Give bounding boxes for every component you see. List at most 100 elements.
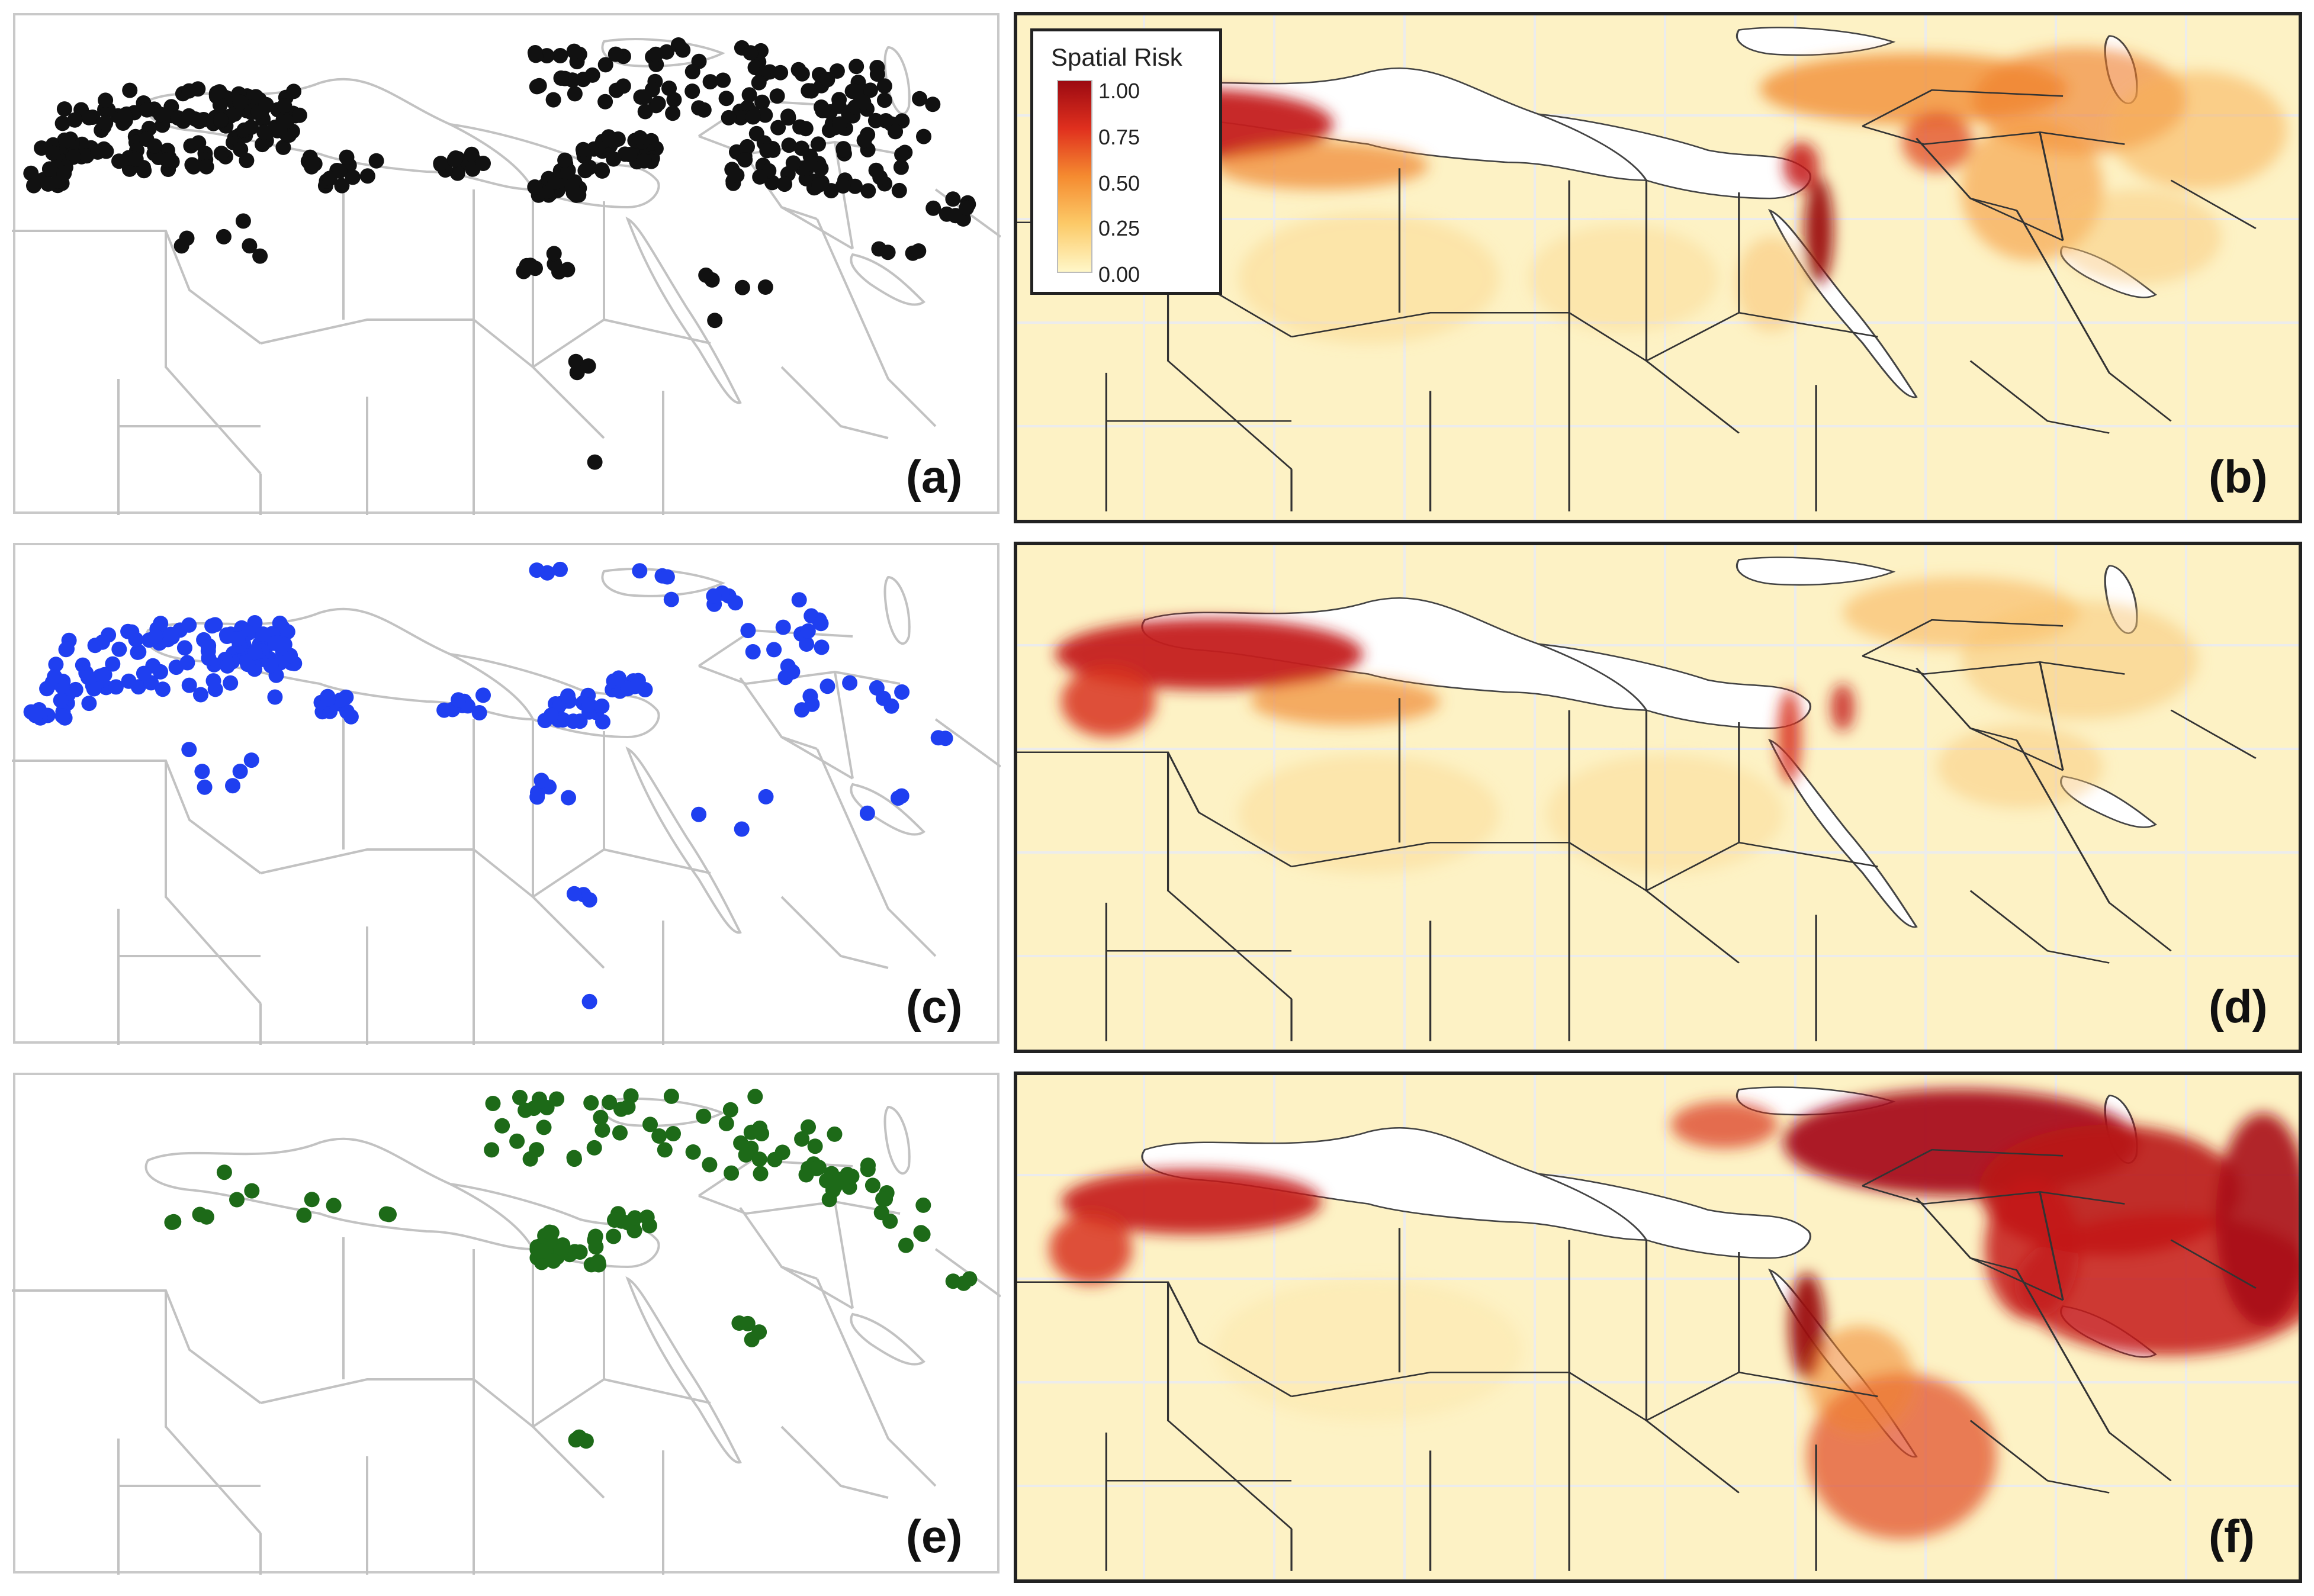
legend-color-bar: [1057, 80, 1092, 273]
occurrence-point: [552, 561, 568, 577]
sea-area: [1767, 738, 1918, 928]
occurrence-point: [648, 46, 664, 62]
occurrence-point: [97, 667, 113, 683]
occurrence-point: [800, 623, 816, 639]
occurrence-points: [23, 37, 976, 470]
occurrence-point: [153, 664, 168, 680]
risk-hotspot: [1807, 1326, 1914, 1433]
occurrence-point: [90, 144, 105, 160]
sea-area: [1736, 27, 1896, 56]
occurrence-point: [781, 137, 797, 153]
occurrence-point: [527, 179, 543, 195]
occurrence-point: [728, 595, 743, 611]
occurrence-point: [304, 1192, 320, 1208]
country-border: [816, 218, 937, 427]
occurrence-point: [207, 617, 223, 633]
occurrence-point: [859, 805, 875, 821]
occurrence-point: [575, 72, 591, 88]
occurrence-point: [691, 806, 707, 822]
occurrence-point: [433, 156, 449, 172]
occurrence-point: [258, 96, 274, 112]
occurrence-point: [593, 1109, 609, 1125]
occurrence-point: [244, 1183, 260, 1199]
occurrence-point: [856, 133, 872, 149]
occurrence-point: [512, 1089, 528, 1105]
sea-outline: [625, 216, 742, 404]
country-border: [1862, 89, 2064, 127]
occurrence-point: [147, 138, 163, 154]
legend-tick-0-75: 0.75: [1098, 125, 1140, 149]
occurrence-point: [718, 91, 734, 107]
occurrence-point: [509, 1133, 525, 1149]
occurrence-point: [734, 821, 750, 837]
occurrence-point: [770, 120, 786, 136]
occurrence-point: [181, 617, 197, 633]
country-border: [780, 1426, 889, 1499]
occurrence-point: [956, 1275, 972, 1291]
occurrence-point: [255, 137, 271, 153]
occurrence-point: [546, 246, 562, 262]
risk-hotspot: [1783, 142, 1819, 189]
occurrence-point: [581, 993, 597, 1009]
occurrence-point: [666, 92, 682, 108]
occurrence-point: [485, 1096, 501, 1111]
occurrence-point: [622, 147, 638, 162]
occurrence-point: [451, 692, 467, 708]
legend-tick-0-00: 0.00: [1098, 262, 1140, 287]
country-border: [1862, 655, 2125, 675]
occurrence-point: [848, 83, 864, 99]
occurrence-point: [597, 57, 613, 73]
occurrence-point: [613, 1213, 629, 1229]
country-border: [1862, 1148, 2064, 1187]
occurrence-point: [721, 110, 737, 126]
occurrence-point: [567, 86, 583, 102]
occurrence-point: [752, 169, 768, 185]
occurrence-point: [475, 687, 491, 703]
occurrence-point: [657, 1142, 673, 1158]
occurrence-point: [587, 1232, 603, 1248]
occurrence-point: [737, 152, 753, 168]
occurrence-point: [759, 143, 775, 159]
occurrence-point: [733, 1135, 749, 1151]
occurrence-point: [560, 688, 576, 704]
occurrence-point: [449, 165, 465, 181]
country-border: [2016, 1269, 2172, 1482]
occurrence-point: [595, 714, 610, 730]
occurrence-point: [894, 147, 910, 163]
occurrence-point: [925, 96, 941, 112]
occurrence-point: [531, 1091, 547, 1107]
legend-tick-0-50: 0.50: [1098, 171, 1140, 195]
occurrence-point: [794, 66, 810, 82]
occurrence-point: [235, 213, 251, 229]
occurrence-point: [185, 159, 201, 175]
panel-label-b: (b): [2209, 451, 2268, 503]
occurrence-point: [529, 562, 545, 578]
occurrence-point: [147, 629, 163, 645]
occurrence-point: [56, 101, 72, 117]
occurrence-point: [775, 619, 791, 635]
country-border: [260, 318, 534, 368]
occurrence-point: [741, 87, 757, 103]
occurrence-point: [296, 1207, 312, 1223]
country-border: [1969, 890, 2110, 964]
occurrence-point: [230, 631, 246, 647]
occurrence-point: [332, 692, 348, 708]
occurrence-point: [782, 662, 798, 678]
country-border: [2039, 132, 2064, 241]
occurrence-point: [446, 152, 462, 168]
occurrence-point: [685, 1144, 701, 1160]
occurrence-point: [181, 677, 197, 693]
occurrence-point: [105, 656, 121, 672]
occurrence-point: [842, 675, 858, 691]
country-border: [1969, 1257, 2064, 1301]
occurrence-point: [368, 153, 384, 169]
occurrence-point: [738, 1147, 754, 1163]
occurrence-point: [213, 146, 229, 162]
occurrence-point: [286, 83, 301, 99]
country-border: [1014, 1281, 1293, 1397]
risk-hotspot: [1061, 1169, 1322, 1234]
occurrence-point: [198, 159, 214, 175]
occurrence-point: [198, 1209, 214, 1225]
risk-hotspot: [1805, 178, 1833, 284]
panel-label-e: (e): [906, 1510, 963, 1562]
